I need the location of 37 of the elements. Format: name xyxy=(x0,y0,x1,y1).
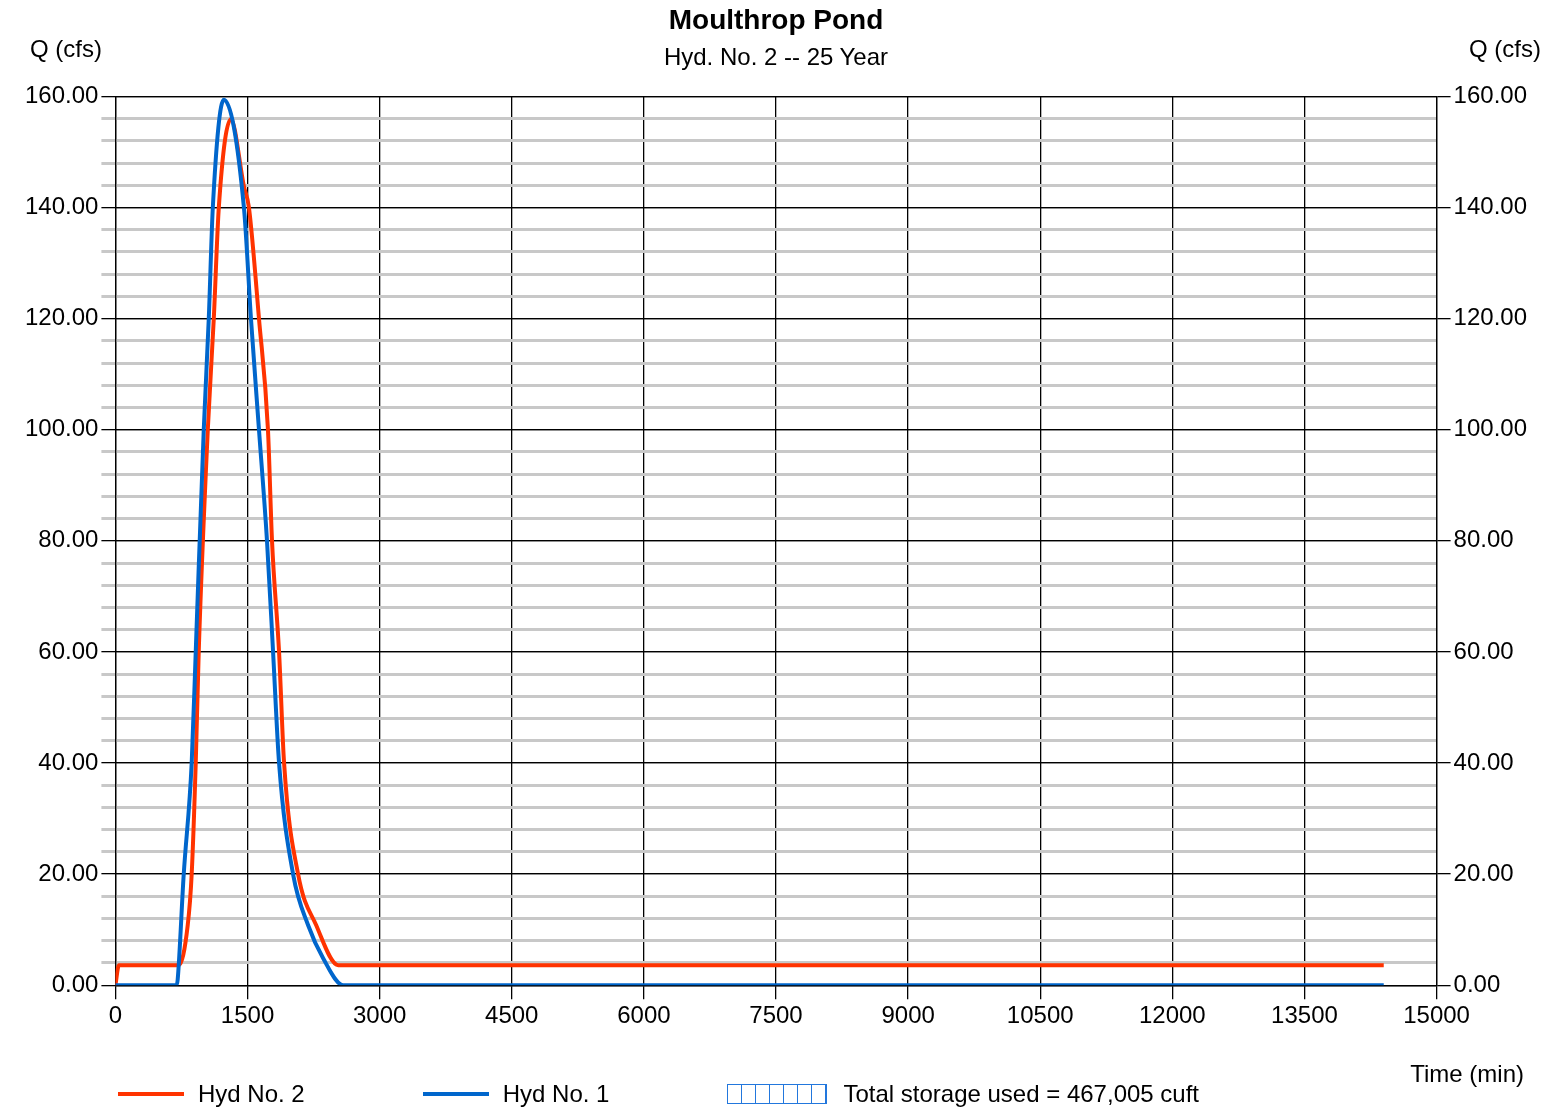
y2-tick-label: 20.00 xyxy=(1453,858,1514,886)
y-axis-title: Q (cfs) xyxy=(30,34,102,62)
y2-axis-title: Q (cfs) xyxy=(1469,34,1541,62)
y-tick-label: 40.00 xyxy=(38,747,99,775)
x-tick-label: 10500 xyxy=(1006,1001,1074,1029)
x-axis-title: Time (min) xyxy=(1410,1059,1524,1087)
y-tick-label: 160.00 xyxy=(25,81,99,109)
y-tick-label: 60.00 xyxy=(38,636,99,664)
y2-tick-label: 100.00 xyxy=(1453,414,1527,442)
x-tick-label: 1500 xyxy=(220,1001,275,1029)
y-tick-label: 120.00 xyxy=(25,303,99,331)
x-tick-label: 15000 xyxy=(1403,1001,1470,1029)
y2-tick-label: 60.00 xyxy=(1453,636,1514,664)
y2-tick-label: 120.00 xyxy=(1453,303,1527,331)
x-tick-label: 4500 xyxy=(485,1001,539,1029)
y-tick-label: 140.00 xyxy=(25,192,99,220)
x-tick-label: 13500 xyxy=(1271,1001,1338,1029)
y-tick-label: 20.00 xyxy=(38,858,99,886)
x-tick-label: 6000 xyxy=(617,1001,671,1029)
y-tick-label: 100.00 xyxy=(25,414,99,442)
y2-tick-label: 40.00 xyxy=(1453,747,1514,775)
legend-label: Hyd No. 1 xyxy=(502,1080,610,1108)
x-tick-label: 9000 xyxy=(881,1001,935,1029)
chart-title: Moulthrop Pond xyxy=(668,3,884,35)
y2-tick-label: 80.00 xyxy=(1453,525,1514,553)
x-tick-label: 12000 xyxy=(1138,1001,1206,1029)
chart-subtitle: Hyd. No. 2 -- 25 Year xyxy=(663,42,889,70)
x-tick-label: 3000 xyxy=(352,1001,407,1029)
legend-label: Hyd No. 2 xyxy=(198,1080,305,1108)
y-tick-label: 0.00 xyxy=(51,969,99,997)
y2-tick-label: 0.00 xyxy=(1453,969,1501,997)
x-tick-label: 7500 xyxy=(749,1001,803,1029)
x-tick-label: 0 xyxy=(108,1001,123,1029)
y-tick-label: 80.00 xyxy=(38,525,99,553)
y2-tick-label: 160.00 xyxy=(1453,81,1527,109)
y2-tick-label: 140.00 xyxy=(1453,192,1527,220)
text: Total storage used = 467,005 cuft xyxy=(843,1080,1200,1108)
